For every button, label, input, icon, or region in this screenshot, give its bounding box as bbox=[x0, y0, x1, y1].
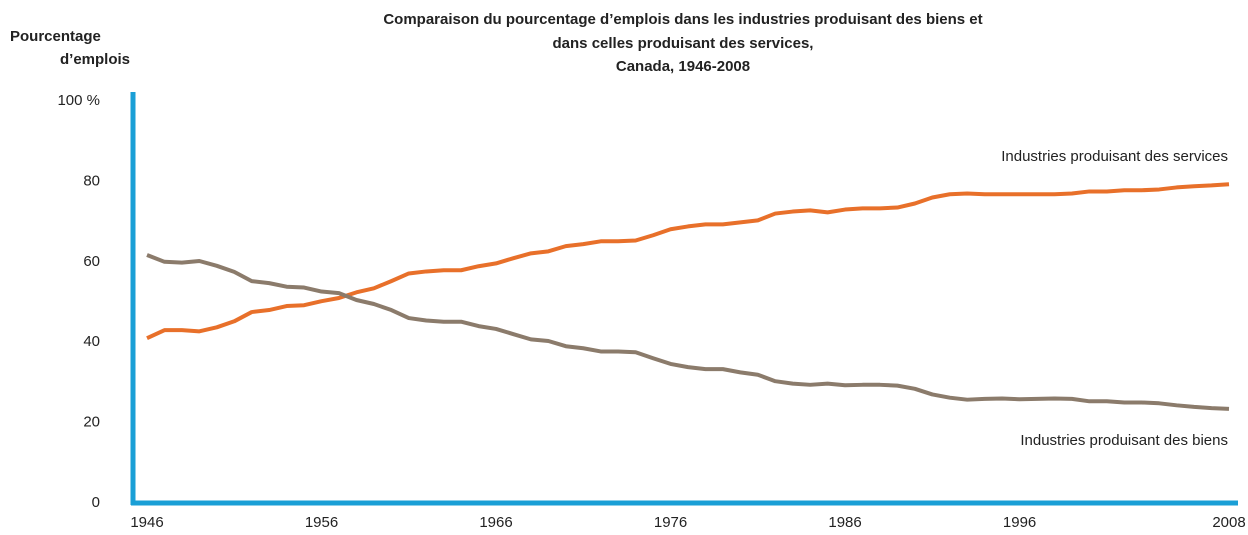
x-tick-label: 1976 bbox=[654, 514, 687, 531]
chart-title: dans celles produisant des services, bbox=[553, 35, 814, 52]
x-tick-label: 2008 bbox=[1212, 514, 1245, 531]
x-tick-label: 1956 bbox=[305, 514, 338, 531]
x-tick-label: 1966 bbox=[479, 514, 512, 531]
chart-title: Comparaison du pourcentage d’emplois dan… bbox=[383, 11, 982, 28]
x-tick-label: 1946 bbox=[130, 514, 163, 531]
y-axis-label: d’emplois bbox=[60, 51, 130, 68]
x-tick-label: 1996 bbox=[1003, 514, 1036, 531]
y-axis-label: Pourcentage bbox=[10, 28, 101, 45]
y-tick-label: 40 bbox=[83, 333, 100, 350]
y-tick-label: 0 bbox=[92, 494, 100, 511]
series-label: Industries produisant des services bbox=[1001, 148, 1228, 165]
chart-title: Canada, 1946-2008 bbox=[616, 58, 750, 75]
x-tick-label: 1986 bbox=[828, 514, 861, 531]
series-line bbox=[146, 253, 1230, 411]
y-tick-label: 80 bbox=[83, 172, 100, 189]
series-line bbox=[146, 182, 1230, 340]
y-tick-label: 60 bbox=[83, 253, 100, 270]
series-label: Industries produisant des biens bbox=[1020, 432, 1228, 449]
y-tick-label: 100 % bbox=[57, 92, 100, 109]
y-tick-label: 20 bbox=[83, 414, 100, 431]
